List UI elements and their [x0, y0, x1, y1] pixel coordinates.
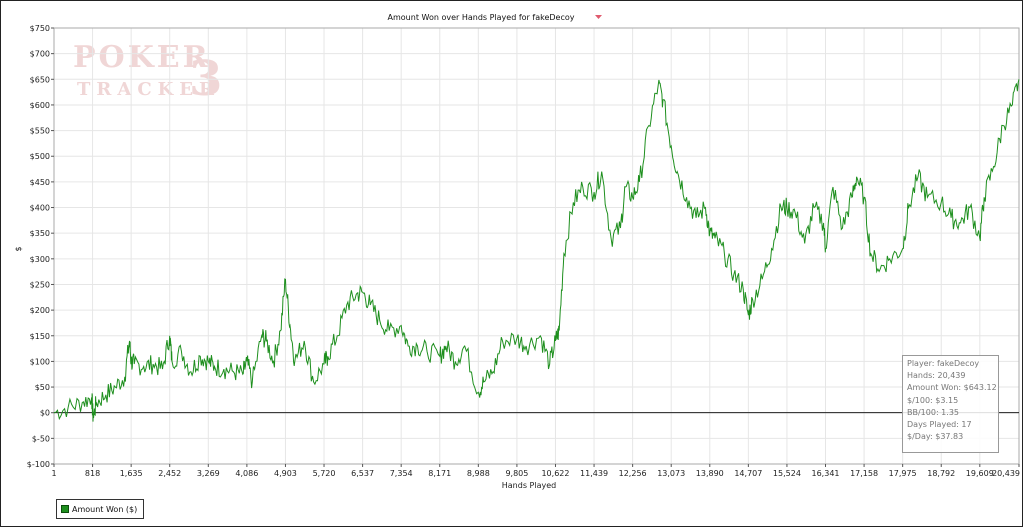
x-tick-label: 9,805: [505, 469, 528, 478]
legend-swatch-amount-won: [61, 505, 69, 513]
y-tick-label: $150: [30, 332, 50, 341]
y-axis-label: $: [14, 246, 23, 251]
x-tick-label: 16,341: [812, 469, 840, 478]
y-tick-label: $600: [30, 101, 50, 110]
x-tick-label: 2,452: [158, 469, 181, 478]
stat-amount-won: Amount Won: $643.12: [907, 383, 997, 393]
y-tick-label: $350: [30, 229, 50, 238]
x-tick-label: 19,609: [966, 469, 994, 478]
stat-hands: Hands: 20,439: [907, 371, 966, 381]
title-dropdown-icon[interactable]: [595, 15, 602, 19]
y-tick-label: $100: [30, 357, 50, 366]
x-tick-label: 10,622: [541, 469, 569, 478]
x-tick-label: 17,158: [850, 469, 878, 478]
y-axis-ticks: $750 $700 $650 $600 $550 $500 $450 $400 $350 $300…: [27, 24, 54, 469]
x-axis-label: Hands Played: [502, 481, 556, 490]
x-tick-label: 14,707: [734, 469, 762, 478]
stat-player: Player: fakeDecoy: [907, 359, 980, 368]
y-tick-label: $550: [30, 127, 50, 136]
y-tick-label: $-50: [32, 434, 50, 443]
x-tick-label: 818: [85, 469, 100, 478]
y-tick-label: $0: [40, 409, 50, 418]
x-tick-label: 7,354: [390, 469, 413, 478]
x-tick-label: 13,890: [696, 469, 724, 478]
x-axis-ticks: 1 818 1,635 2,452 3,269 4,086 4,903 5,720 6,537 7…: [51, 464, 1020, 478]
x-tick-label: 20,439: [992, 469, 1020, 478]
y-tick-label: $-100: [27, 460, 50, 469]
x-tick-label: 12,256: [619, 469, 647, 478]
x-tick-label: 11,439: [580, 469, 608, 478]
watermark-logo: POKER TRACKER 3: [73, 40, 222, 107]
y-tick-label: $300: [30, 255, 50, 264]
chart-legend: Amount Won ($): [56, 499, 145, 519]
y-tick-label: $50: [35, 383, 50, 392]
watermark-line1: POKER: [73, 40, 211, 75]
y-tick-label: $200: [30, 306, 50, 315]
stat-days-played: Days Played: 17: [907, 420, 972, 430]
x-tick-label: 1: [51, 469, 56, 478]
watermark-line2: TRACKER: [77, 79, 220, 100]
x-tick-label: 8,171: [428, 469, 451, 478]
x-tick-label: 17,975: [889, 469, 917, 478]
series-line-amount-won: [53, 79, 1020, 422]
plot-area: [53, 27, 1020, 465]
x-tick-label: 6,537: [351, 469, 374, 478]
y-tick-label: $500: [30, 152, 50, 161]
x-tick-label: 5,720: [313, 469, 336, 478]
stat-dollars-per-day: $/Day: $37.83: [907, 432, 964, 442]
x-tick-label: 3,269: [197, 469, 220, 478]
legend-entry-amount-won: Amount Won ($): [72, 504, 138, 514]
x-tick-label: 1,635: [120, 469, 143, 478]
y-tick-label: $700: [30, 50, 50, 59]
chart-title: Amount Won over Hands Played for fakeDec…: [388, 13, 575, 22]
x-tick-label: 13,073: [657, 469, 685, 478]
y-tick-label: $650: [30, 75, 50, 84]
x-tick-label: 4,086: [235, 469, 258, 478]
x-tick-label: 15,524: [773, 469, 801, 478]
y-tick-label: $250: [30, 280, 50, 289]
x-tick-label: 4,903: [274, 469, 297, 478]
x-tick-label: 8,988: [467, 469, 490, 478]
x-tick-label: 18,792: [927, 469, 955, 478]
y-tick-label: $450: [30, 178, 50, 187]
stat-bb-per-100: BB/100: 1.35: [907, 407, 959, 417]
stat-dollars-per-100: $/100: $3.15: [907, 395, 959, 405]
player-stats-box: Player: fakeDecoy Hands: 20,439 Amount W…: [902, 355, 999, 453]
y-tick-label: $400: [30, 204, 50, 213]
y-tick-label: $750: [30, 24, 50, 33]
